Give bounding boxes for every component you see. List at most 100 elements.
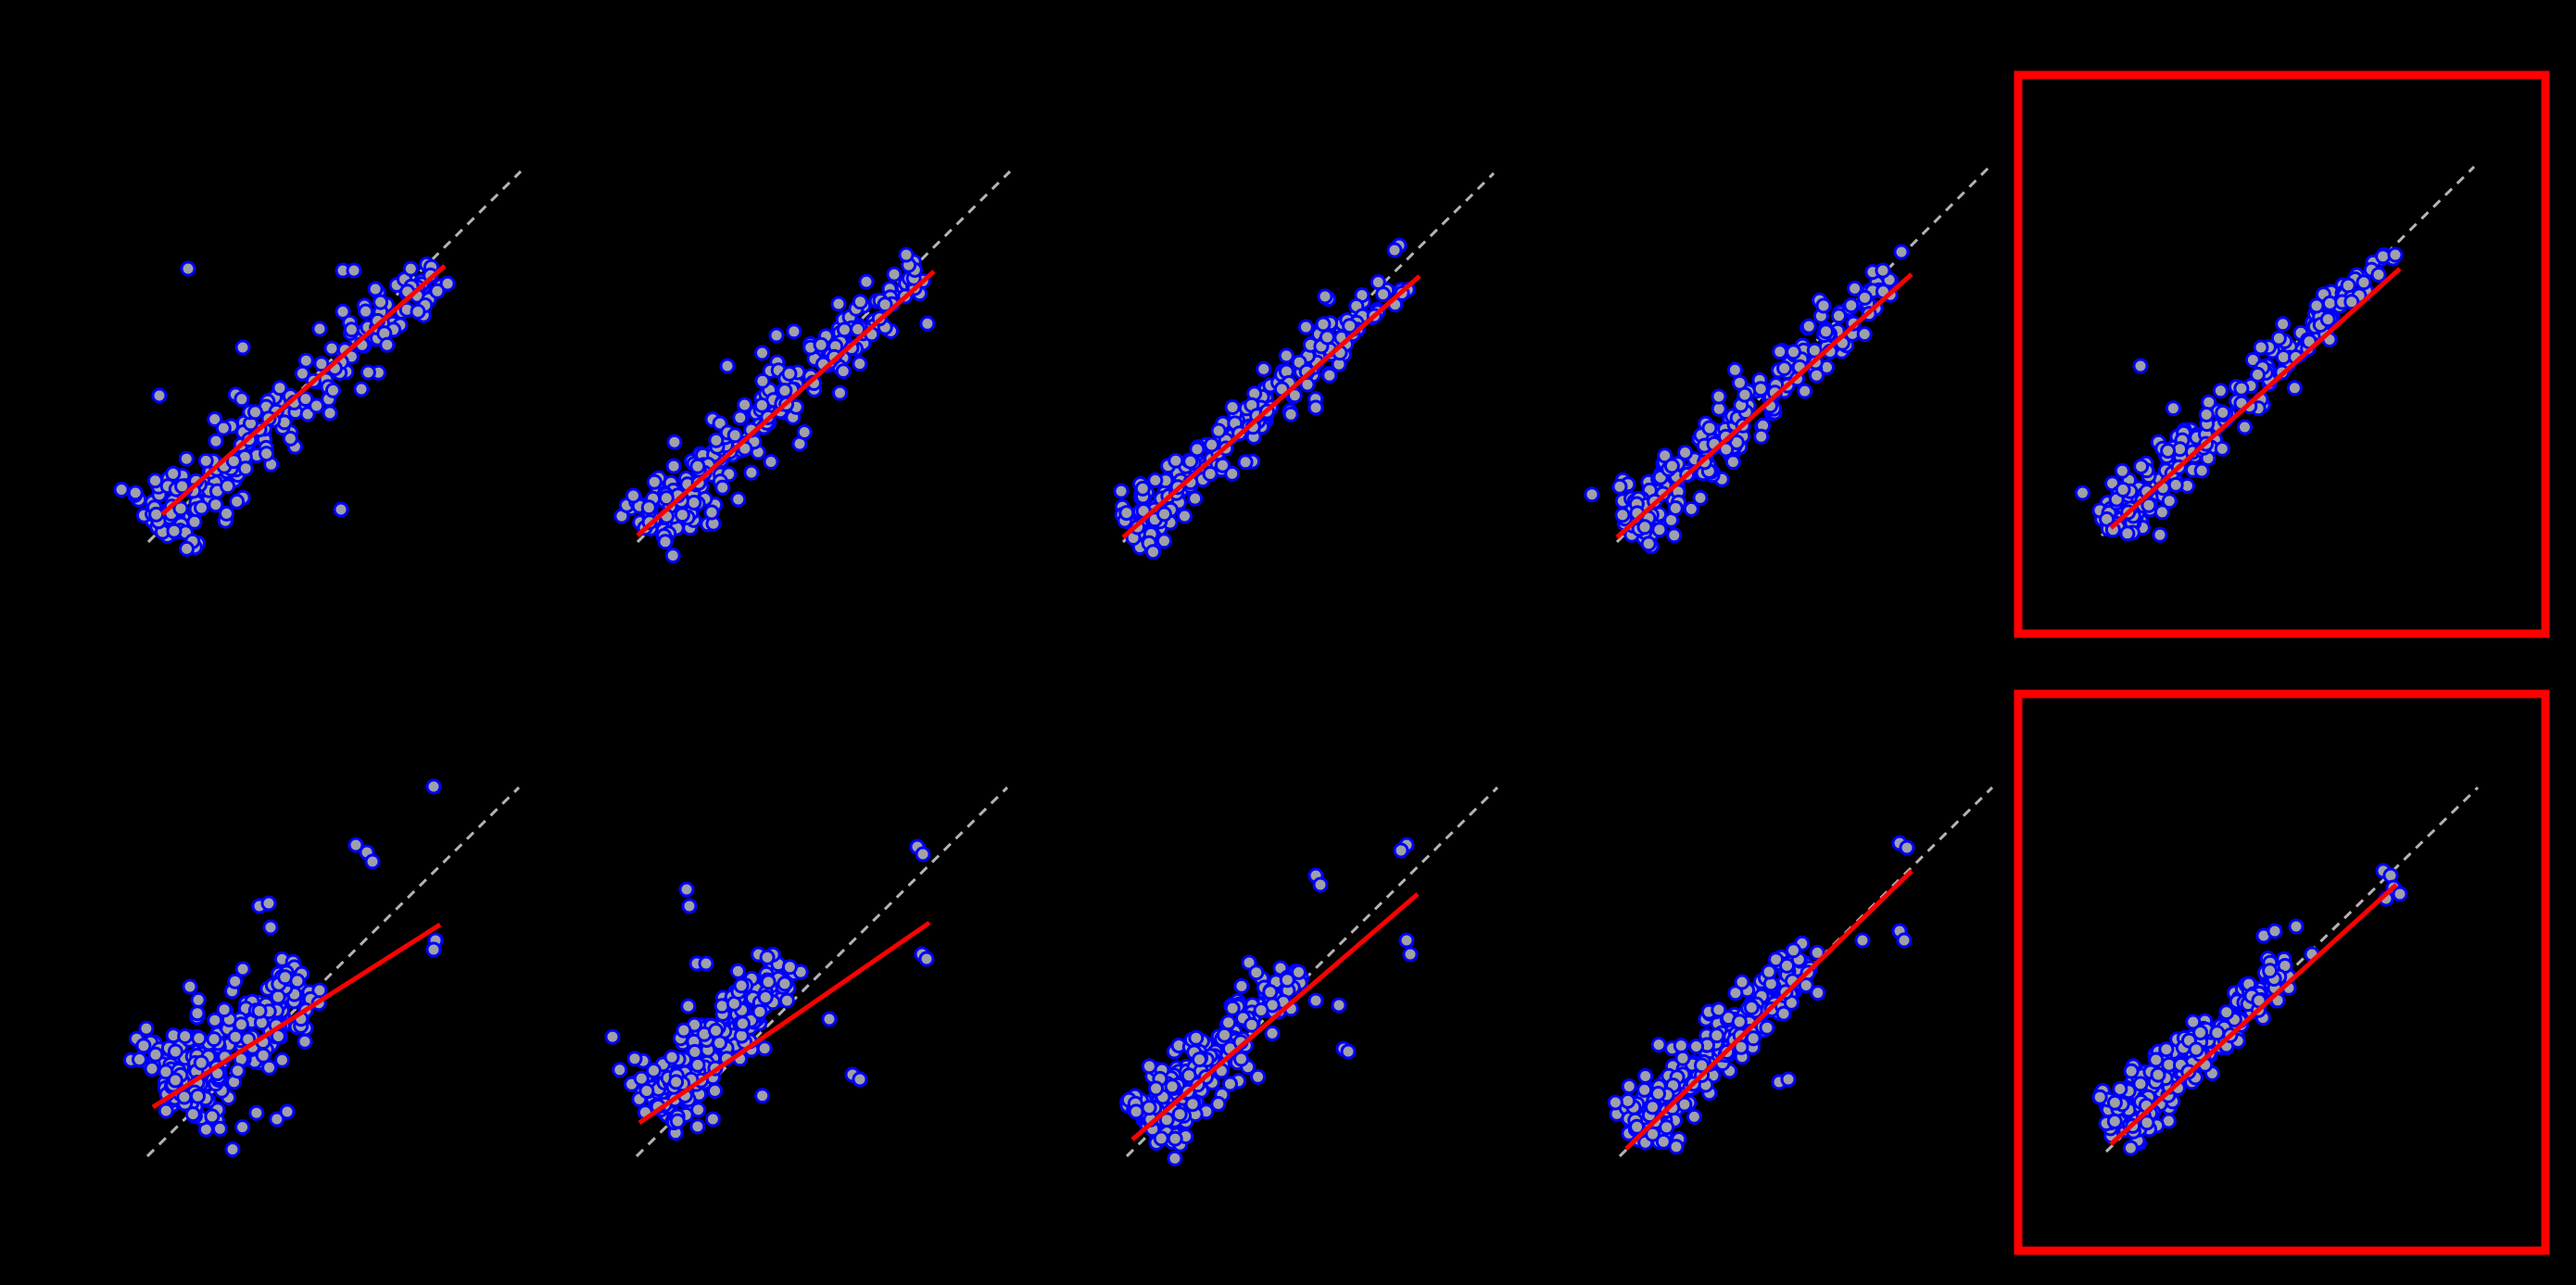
data-point <box>425 941 442 958</box>
data-point <box>2198 407 2215 422</box>
data-point <box>836 321 852 338</box>
data-point <box>234 961 251 977</box>
data-point <box>313 356 330 372</box>
data-point <box>1657 447 1673 464</box>
data-point <box>754 372 771 389</box>
data-point <box>234 1119 251 1136</box>
data-point <box>1893 244 1910 260</box>
data-point <box>2106 1094 2123 1111</box>
data-point <box>2375 248 2392 265</box>
data-point <box>1282 406 1299 422</box>
data-point <box>2340 277 2356 294</box>
data-point <box>367 281 384 297</box>
data-point <box>208 433 224 449</box>
data-point <box>1187 490 1204 507</box>
data-point <box>271 380 288 397</box>
data-point <box>2355 274 2372 291</box>
data-point <box>2160 443 2177 460</box>
fit-line <box>151 922 442 1110</box>
data-point <box>1224 1000 1241 1016</box>
data-point <box>830 296 847 312</box>
data-point <box>1222 1076 1238 1092</box>
data-point <box>1655 1133 1672 1150</box>
fit-line <box>2109 267 2402 530</box>
data-point <box>729 963 746 979</box>
data-point <box>1636 519 1653 535</box>
data-point <box>1761 964 1777 980</box>
data-point <box>1636 1081 1653 1098</box>
data-point <box>148 506 165 523</box>
data-point <box>756 1040 773 1057</box>
data-point <box>1220 1014 1237 1031</box>
data-point <box>1113 483 1130 499</box>
data-point <box>1847 280 1863 296</box>
data-point <box>247 404 263 421</box>
data-point <box>138 1020 155 1037</box>
scatter-panel-4 <box>1584 165 1991 555</box>
data-point <box>1250 1068 1267 1085</box>
data-point <box>193 1054 209 1071</box>
data-point <box>719 358 736 374</box>
data-point <box>813 336 829 353</box>
data-point <box>2215 404 2231 421</box>
data-point <box>2153 504 2170 521</box>
data-point <box>113 482 130 498</box>
data-point <box>1171 1106 1188 1123</box>
data-point <box>858 273 875 290</box>
data-point <box>796 424 813 440</box>
data-point <box>714 479 731 496</box>
data-point <box>1786 942 1801 959</box>
data-point <box>2165 400 2181 417</box>
data-point <box>360 364 376 381</box>
data-point <box>1167 1130 1183 1147</box>
data-point <box>230 1063 246 1079</box>
data-points <box>2075 246 2404 543</box>
data-point <box>1772 344 1788 360</box>
data-point <box>1256 360 1272 377</box>
data-point <box>1237 454 1254 471</box>
data-point <box>1798 977 1814 993</box>
data-point <box>1629 1118 1646 1135</box>
data-point <box>269 1111 285 1128</box>
data-point <box>1331 997 1347 1014</box>
data-point <box>2319 311 2336 328</box>
data-point <box>2392 886 2408 902</box>
data-point <box>1875 262 1891 279</box>
data-point <box>2119 525 2136 542</box>
data-point <box>1158 1112 1175 1128</box>
data-point <box>2308 297 2325 314</box>
data-point <box>835 363 852 380</box>
data-point <box>297 1033 313 1050</box>
data-point <box>2233 380 2250 397</box>
data-point <box>665 458 682 474</box>
data-point <box>227 1028 244 1045</box>
data-point <box>1393 842 1409 859</box>
data-point <box>2370 267 2387 283</box>
data-point <box>1278 347 1294 364</box>
data-point <box>207 411 223 427</box>
data-point <box>1711 1002 1727 1018</box>
data-point <box>1818 323 1834 340</box>
data-point <box>687 1043 703 1060</box>
data-point <box>1637 1068 1654 1084</box>
data-point <box>626 1051 643 1067</box>
data-point <box>1815 297 1832 314</box>
data-point <box>132 1052 147 1067</box>
data-point <box>1224 399 1241 415</box>
data-point <box>167 1043 183 1060</box>
scatter-panel-1 <box>113 170 523 557</box>
data-point <box>1659 1119 1675 1136</box>
data-point <box>346 262 362 279</box>
panels-layer <box>113 70 2550 1255</box>
data-point <box>919 315 936 332</box>
scatter-panel-9 <box>1607 786 1994 1158</box>
data-point <box>1727 985 1744 1002</box>
data-point <box>2133 459 2150 474</box>
data-point <box>248 1104 265 1121</box>
data-point <box>322 405 338 422</box>
data-point <box>852 1071 868 1088</box>
data-point <box>335 303 351 320</box>
data-point <box>732 409 749 426</box>
data-point <box>1734 974 1750 990</box>
